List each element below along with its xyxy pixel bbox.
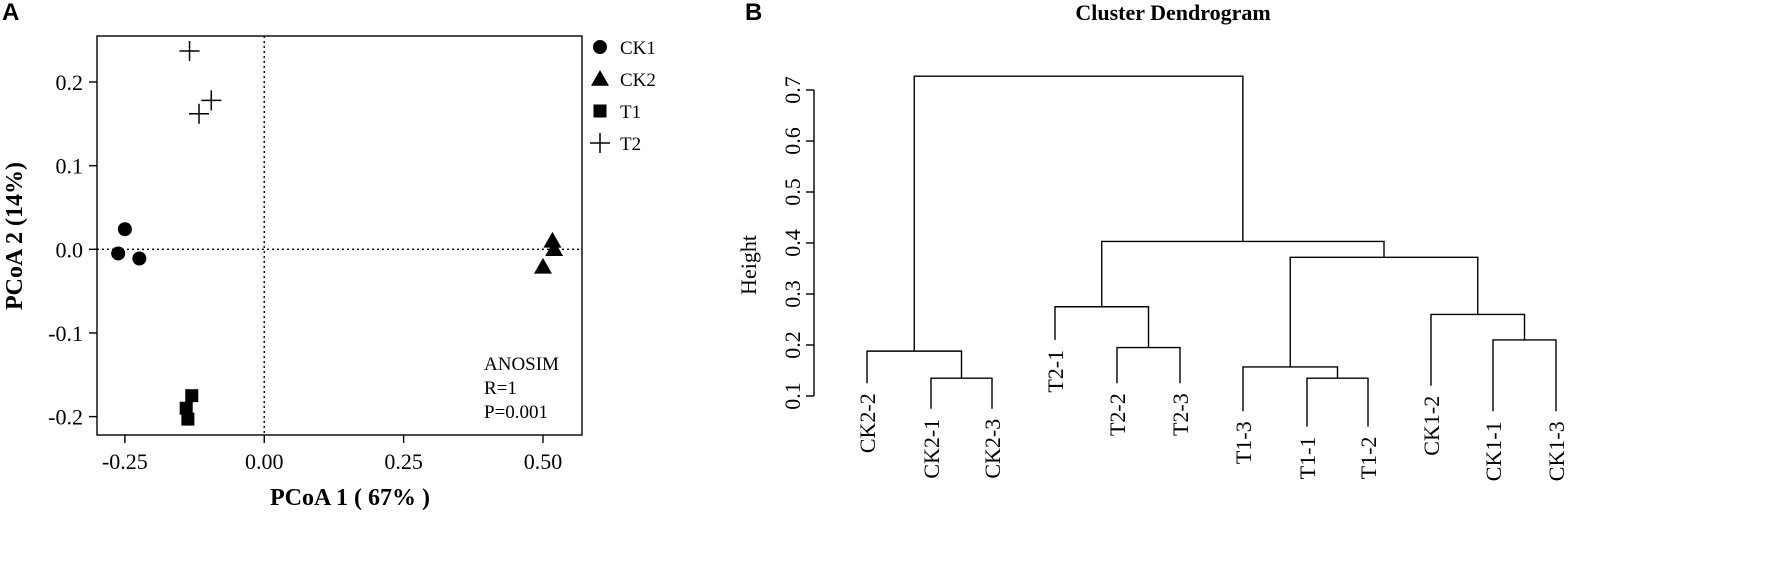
data-point-ck2 (543, 231, 562, 248)
dendrogram-leaf-label: T1-1 (1295, 437, 1320, 480)
legend-marker-t1 (593, 104, 607, 118)
legend-label: T1 (620, 102, 641, 123)
scatter-points (111, 41, 564, 426)
data-point-t2 (201, 90, 222, 111)
y-tick-label: 0.0 (56, 237, 84, 262)
dendrogram-leaf-labels: CK2-2 CK2-1 CK2-3 T2-1 T2-2 T2-3 T1-3 T1-1 T1-2 C… (855, 350, 1569, 481)
dendrogram-y-tick-label: 0.7 (780, 76, 805, 104)
y-axis-title: PCoA 2 (14%) (2, 162, 28, 310)
dendrogram-branch (1430, 313, 1526, 386)
dendrogram-y-tick-label: 0.3 (780, 280, 805, 308)
pcoa-panel: A -0.25 0.00 0.25 0.50 -0.2 -0.1 0.0 0.1 0.2 CK… (2, 0, 656, 511)
annotation-line: P=0.001 (484, 402, 548, 423)
dendrogram-y-tick-label: 0.6 (780, 127, 805, 155)
dendrogram-branch (1101, 240, 1385, 307)
y-tick-label: 0.2 (56, 70, 84, 95)
legend-label: T2 (620, 134, 641, 155)
dendrogram-leaf-label: CK2-1 (919, 419, 944, 479)
data-point-ck2 (545, 240, 564, 257)
dendrogram-y-axis: 0.1 0.2 0.3 0.4 0.5 0.6 0.7 (780, 76, 815, 410)
data-point-t1 (185, 389, 199, 403)
dendrogram-y-tick-label: 0.2 (780, 331, 805, 359)
dendrogram-leaf-label: CK1-2 (1419, 396, 1444, 456)
panel-label-b: B (745, 0, 762, 26)
dendrogram-branch (913, 75, 1244, 352)
dendrogram-branches (866, 75, 1557, 427)
dendrogram-y-tick-label: 0.4 (780, 229, 805, 257)
dendrogram-y-tick-label: 0.5 (780, 178, 805, 206)
dendrogram-branch (1054, 306, 1150, 348)
dendrogram-leaf-label: CK1-3 (1544, 421, 1569, 481)
x-axis-title: PCoA 1 ( 67% ) (270, 485, 430, 511)
dendrogram-leaf-label: CK2-2 (855, 393, 880, 453)
dendrogram-branch (1116, 346, 1181, 384)
x-axis-ticks: -0.25 0.00 0.25 0.50 (102, 435, 562, 474)
data-point-ck1 (132, 251, 147, 266)
pcoa-plot-frame (96, 35, 583, 436)
y-axis-ticks: -0.2 -0.1 0.0 0.1 0.2 (48, 70, 97, 430)
dendrogram-branch (1492, 339, 1557, 412)
x-tick-label: 0.50 (524, 449, 563, 474)
dendrogram-branch (1306, 377, 1369, 427)
dendrogram-leaf-label: T2-3 (1168, 393, 1193, 436)
data-point-ck2 (533, 257, 552, 274)
y-tick-label: -0.1 (48, 321, 83, 346)
dendrogram-branch (1289, 256, 1479, 367)
dendrogram-leaf-label: T2-2 (1105, 393, 1130, 436)
dendrogram-y-tick-label: 0.1 (780, 382, 805, 410)
dendrogram-title: Cluster Dendrogram (1075, 0, 1270, 25)
dendrogram-leaf-label: CK2-3 (980, 419, 1005, 479)
data-point-ck1 (117, 222, 132, 237)
legend-marker-ck1 (593, 40, 607, 54)
legend: CK1 CK2 T1 T2 (590, 38, 656, 155)
x-tick-label: -0.25 (102, 449, 148, 474)
dendrogram-leaf-label: CK1-1 (1481, 421, 1506, 481)
anosim-annotation: ANOSIM R=1 P=0.001 (484, 354, 559, 423)
x-tick-label: 0.25 (384, 449, 423, 474)
legend-label: CK1 (620, 38, 656, 59)
data-point-ck1 (111, 246, 126, 261)
legend-label: CK2 (620, 70, 656, 91)
dendrogram-branch (1242, 366, 1339, 412)
panel-label-a: A (2, 0, 19, 26)
y-tick-label: 0.1 (56, 154, 84, 179)
y-tick-label: -0.2 (48, 405, 83, 430)
data-point-t1 (179, 401, 193, 415)
x-tick-label: 0.00 (245, 449, 284, 474)
dendrogram-panel: B Cluster Dendrogram Height 0.1 0.2 0.3 0.4… (736, 0, 1569, 481)
dendrogram-y-axis-title: Height (736, 235, 761, 295)
data-point-t2 (189, 103, 210, 124)
legend-marker-t2 (590, 133, 610, 153)
legend-marker-ck2 (591, 70, 609, 86)
annotation-line: ANOSIM (484, 354, 559, 375)
dendrogram-branch (930, 377, 993, 409)
dendrogram-leaf-label: T1-3 (1231, 421, 1256, 464)
dendrogram-leaf-label: T2-1 (1043, 350, 1068, 393)
data-point-t2 (179, 41, 200, 62)
annotation-line: R=1 (484, 378, 517, 399)
data-point-t1 (181, 412, 195, 426)
dendrogram-leaf-label: T1-2 (1356, 437, 1381, 480)
